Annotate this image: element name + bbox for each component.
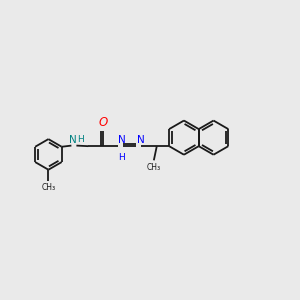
Text: H: H bbox=[118, 153, 125, 162]
Text: CH₃: CH₃ bbox=[41, 183, 56, 192]
Text: H: H bbox=[77, 135, 83, 144]
Text: N: N bbox=[137, 135, 145, 145]
Text: N: N bbox=[118, 135, 126, 145]
Text: O: O bbox=[99, 116, 108, 128]
Text: CH₃: CH₃ bbox=[147, 163, 161, 172]
Text: N: N bbox=[69, 135, 77, 145]
